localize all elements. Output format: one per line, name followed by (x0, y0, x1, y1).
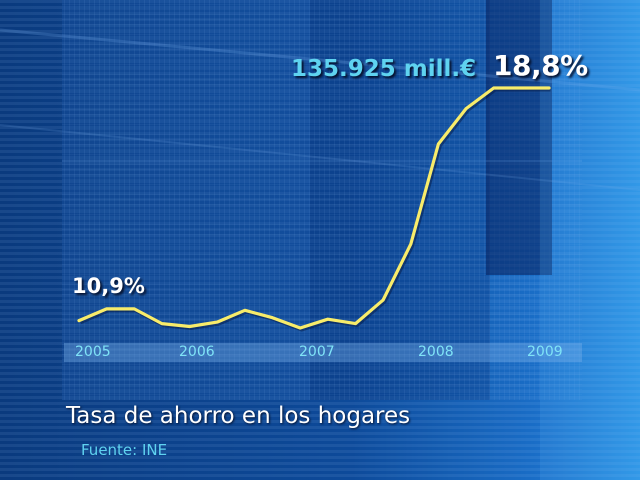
start-value-label: 10,9% (72, 274, 145, 298)
data-point-0-9 (326, 318, 329, 321)
x-tick-label-2007: 2007 (299, 344, 335, 360)
data-point-0-2 (133, 307, 136, 311)
data-point-0-12 (409, 242, 412, 246)
data-point-0-8 (299, 326, 302, 330)
series-line-0 (77, 86, 551, 330)
x-tick-label-2005: 2005 (75, 344, 111, 360)
data-point-0-6 (243, 309, 247, 312)
data-point-0-13 (437, 142, 440, 146)
end-amount-label: 135.925 mill.€ (291, 56, 477, 82)
data-point-0-0 (77, 319, 81, 322)
data-point-0-5 (216, 320, 219, 324)
series-line-shadow (79, 87, 551, 332)
data-point-0-16 (520, 86, 523, 90)
x-tick-label-2006: 2006 (179, 344, 215, 360)
x-axis-band (64, 343, 582, 362)
data-point-0-17 (547, 86, 551, 90)
x-tick-label-2009: 2009 (527, 344, 563, 360)
end-value-label: 18,8% (493, 49, 588, 82)
data-point-0-10 (354, 322, 357, 325)
chart-title: Tasa de ahorro en los hogares (66, 403, 411, 429)
data-point-0-15 (492, 86, 495, 90)
source-label: Fuente: INE (81, 441, 168, 459)
data-point-0-1 (105, 307, 108, 311)
data-point-0-4 (188, 325, 191, 328)
x-tick-label-2008: 2008 (418, 344, 454, 360)
data-point-0-7 (271, 316, 274, 319)
data-point-0-3 (160, 322, 164, 325)
data-point-0-11 (381, 298, 385, 302)
data-point-0-14 (464, 107, 468, 110)
